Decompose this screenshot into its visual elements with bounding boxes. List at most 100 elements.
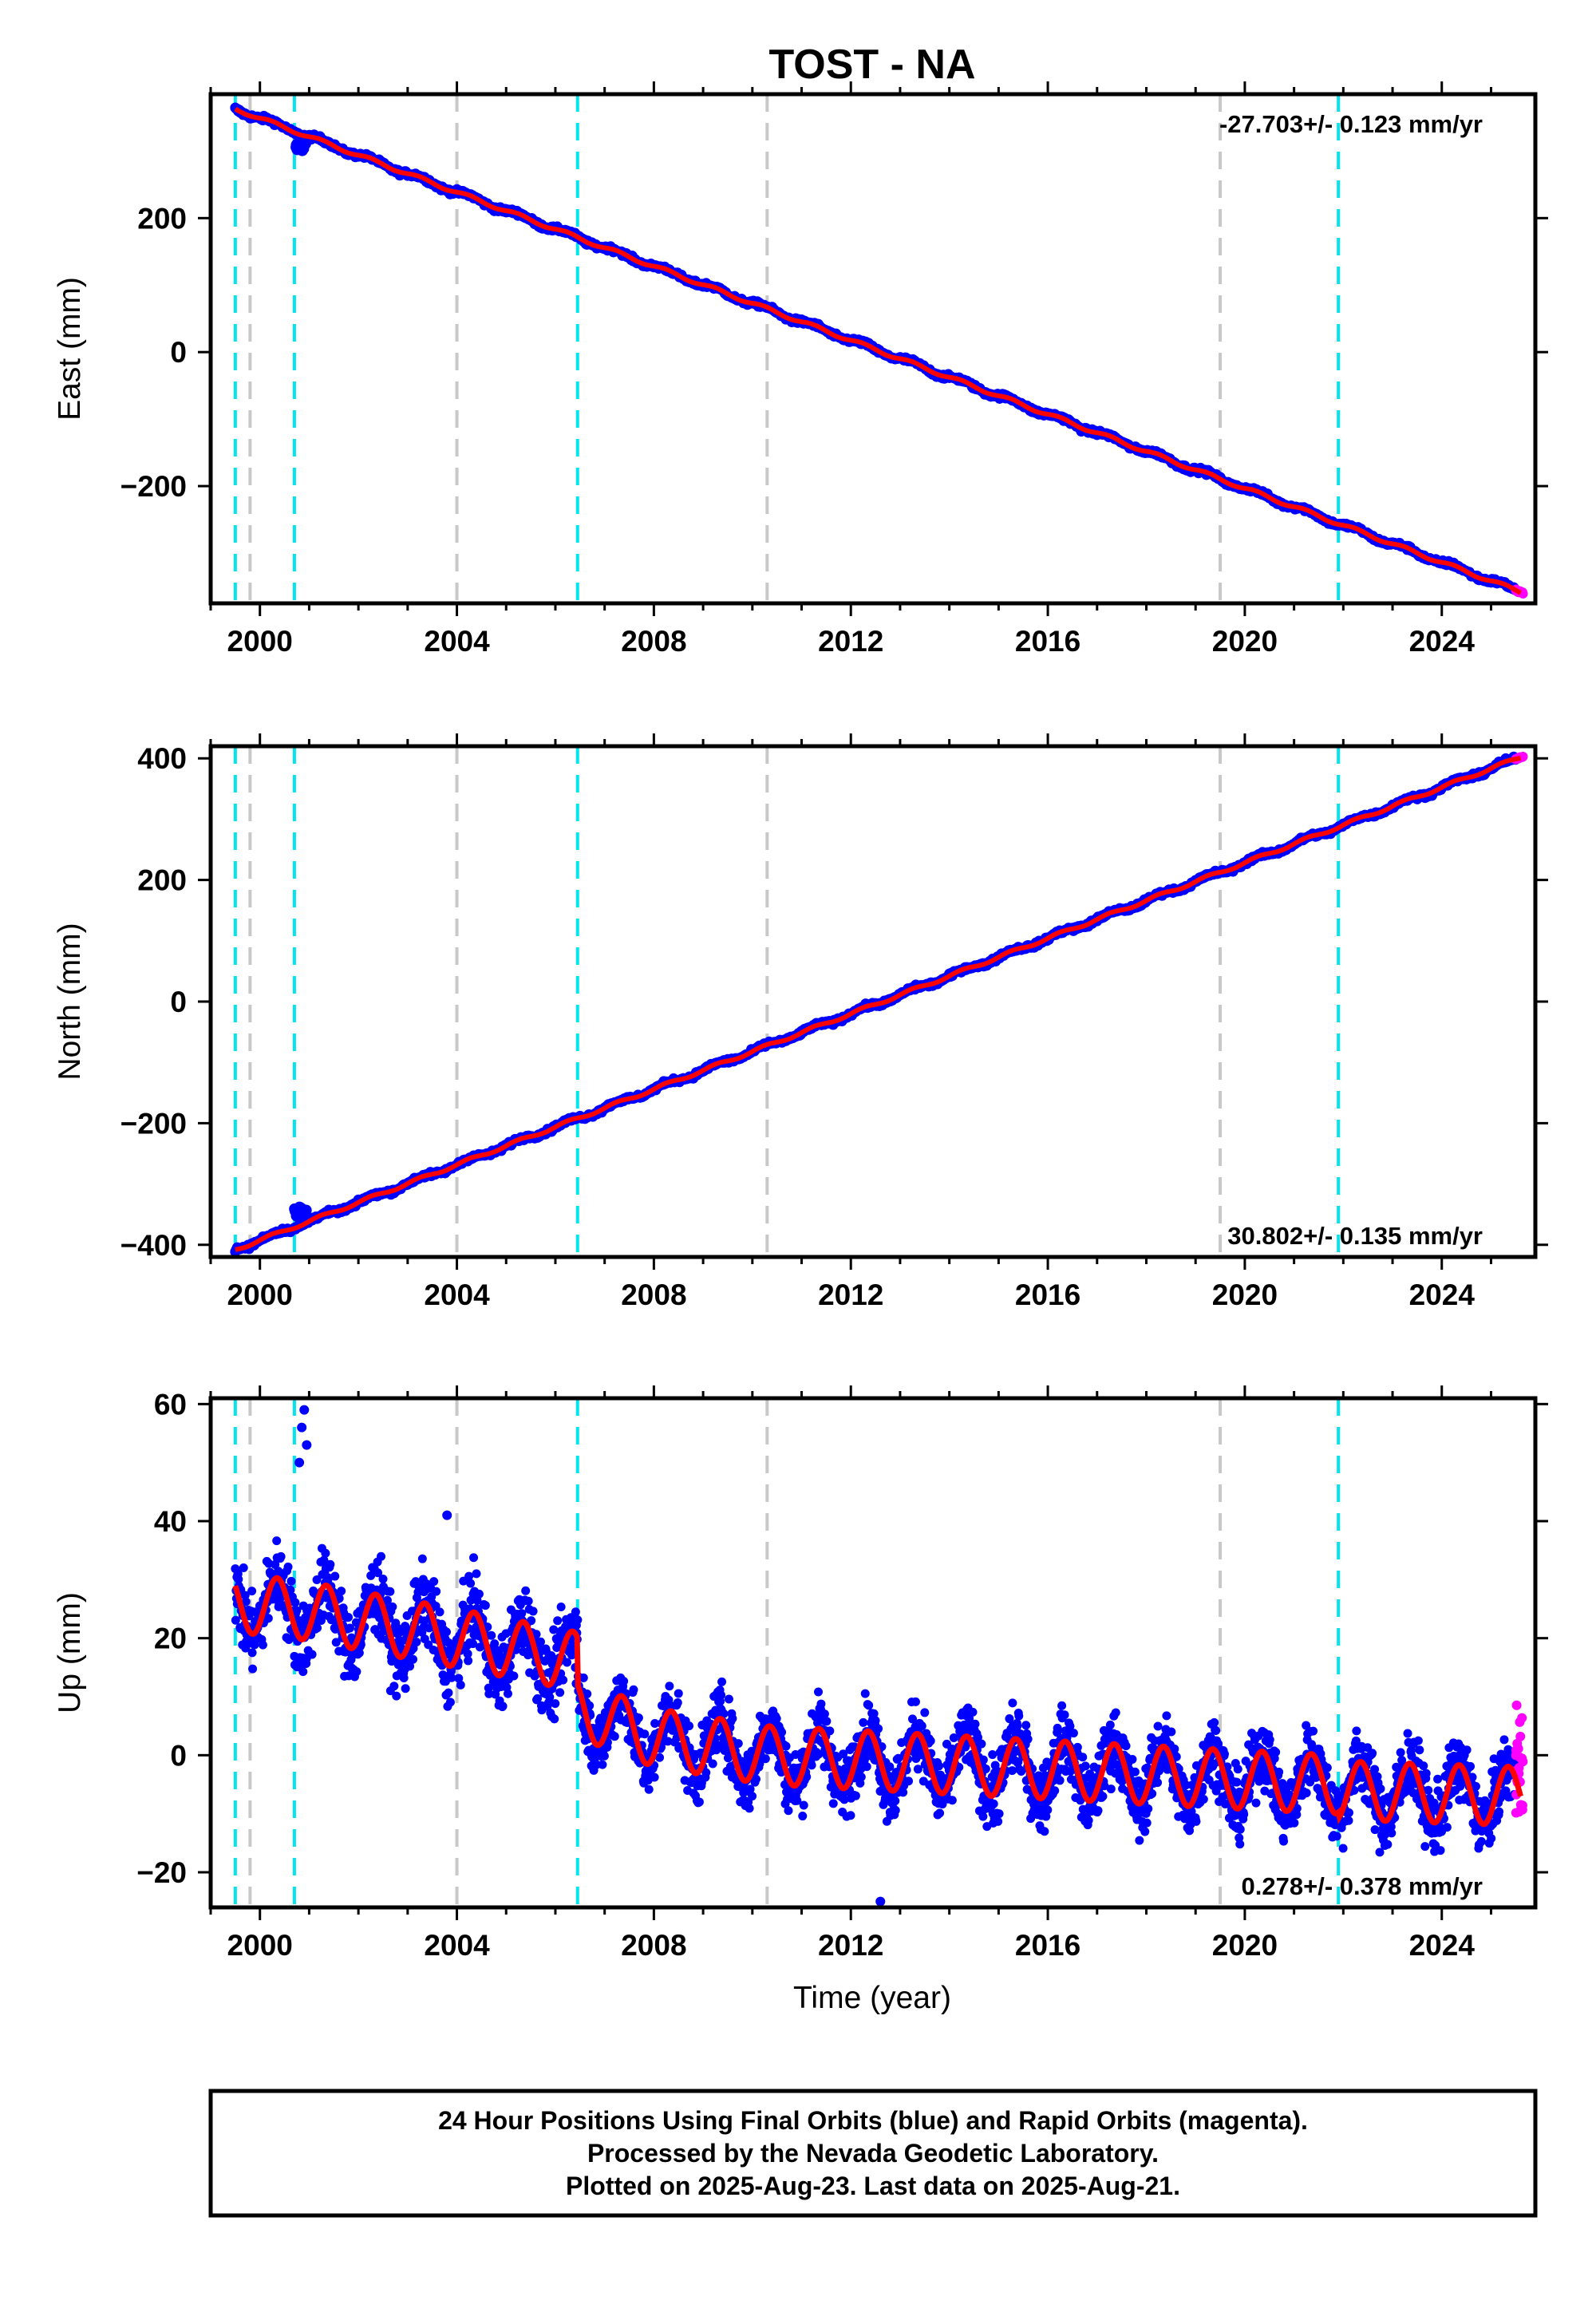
final-orbit-point — [392, 1691, 401, 1701]
final-orbit-point — [412, 1638, 421, 1647]
final-orbit-point — [337, 1587, 346, 1596]
final-orbit-point — [298, 1667, 308, 1677]
x-tick-label: 2020 — [1212, 1279, 1278, 1311]
final-orbit-point — [307, 1650, 317, 1659]
final-orbit-point — [258, 1640, 267, 1650]
final-orbit-point — [1043, 1805, 1053, 1815]
final-orbit-point — [599, 1751, 609, 1761]
final-orbit-point — [464, 1656, 473, 1666]
final-orbit-point — [435, 1607, 444, 1617]
final-orbit-point — [247, 1587, 257, 1596]
final-orbit-point — [822, 1717, 832, 1726]
final-orbit-point — [1021, 1721, 1031, 1730]
x-tick-label: 2008 — [621, 625, 686, 658]
final-orbit-point — [417, 1554, 427, 1563]
final-orbit-point — [634, 1713, 643, 1722]
final-orbit-point — [1014, 1711, 1024, 1721]
final-orbit-point — [445, 1697, 455, 1707]
final-orbit-point — [814, 1687, 824, 1697]
final-orbit-point — [521, 1586, 531, 1595]
velocity-label: 30.802+/- 0.135 mm/yr — [1227, 1222, 1483, 1250]
y-tick-label: −400 — [120, 1229, 187, 1262]
final-orbit-point — [917, 1721, 926, 1731]
final-orbit-point — [871, 1716, 880, 1725]
final-orbit-point — [528, 1607, 538, 1616]
final-orbit-point — [968, 1707, 978, 1717]
final-orbit-points — [231, 1405, 1520, 1907]
final-orbit-point — [1023, 1734, 1033, 1744]
final-orbit-point — [864, 1701, 874, 1710]
final-orbit-point — [444, 1688, 453, 1697]
final-orbit-point — [1008, 1698, 1017, 1708]
final-orbit-point — [935, 1808, 945, 1818]
x-tick-label: 2016 — [1015, 625, 1080, 658]
final-orbit-point — [610, 1732, 619, 1741]
x-tick-label: 2012 — [818, 1279, 883, 1311]
final-orbit-point — [263, 1614, 273, 1623]
x-tick-label: 2020 — [1212, 625, 1278, 658]
y-tick-label: 200 — [137, 202, 187, 235]
final-orbit-point — [891, 1796, 900, 1806]
final-orbit-point — [717, 1690, 726, 1700]
final-orbit-point — [851, 1791, 860, 1800]
final-orbit-point — [388, 1602, 397, 1611]
final-orbit-point — [947, 1796, 957, 1805]
final-orbit-point — [352, 1667, 361, 1677]
final-orbit-point — [717, 1677, 727, 1686]
final-orbit-point — [694, 1797, 704, 1807]
final-orbit-point — [904, 1777, 914, 1786]
x-tick-label: 2012 — [818, 625, 883, 658]
final-orbit-point — [629, 1685, 638, 1694]
final-orbit-point — [644, 1784, 654, 1794]
final-orbit-point — [728, 1713, 737, 1723]
x-tick-label: 2004 — [424, 625, 490, 658]
up-panel: 2000 2004 2008 2012 2016 2020 2024−200204060Up… — [53, 1385, 1548, 1962]
final-orbit-point — [385, 1587, 395, 1596]
final-orbit-point — [911, 1697, 920, 1706]
final-orbit-point — [799, 1800, 808, 1810]
final-orbit-point — [503, 1689, 512, 1698]
final-orbit-point — [498, 1701, 508, 1711]
final-orbit-point — [807, 1761, 816, 1770]
final-orbit-point — [926, 1736, 935, 1745]
final-orbit-point — [559, 1675, 568, 1685]
final-orbit-point — [825, 1726, 835, 1736]
y-tick-label: 400 — [137, 742, 187, 775]
final-orbit-point — [313, 1623, 322, 1633]
final-orbit-point — [377, 1551, 386, 1561]
final-orbit-point — [598, 1760, 607, 1769]
x-tick-label: 2024 — [1409, 625, 1476, 658]
final-orbit-point — [989, 1799, 998, 1808]
final-orbit-point — [247, 1648, 257, 1658]
final-orbit-point — [456, 1680, 465, 1690]
final-orbit-point — [748, 1792, 757, 1801]
final-orbit-point — [640, 1729, 650, 1739]
final-orbit-point — [874, 1724, 883, 1733]
plot-frame — [208, 92, 1538, 606]
model-line — [234, 106, 1523, 595]
final-orbit-point — [409, 1654, 418, 1664]
final-orbit-point — [978, 1812, 988, 1821]
final-orbit-point — [571, 1607, 580, 1617]
final-orbit-point — [556, 1603, 566, 1612]
final-orbit-point — [856, 1773, 866, 1782]
final-orbit-point — [685, 1721, 694, 1731]
final-orbit-point — [429, 1577, 439, 1587]
final-orbit-point — [378, 1575, 388, 1584]
final-orbit-point — [389, 1682, 399, 1691]
final-orbit-point — [1050, 1786, 1060, 1796]
final-orbit-point — [745, 1804, 754, 1813]
offset-point — [290, 1210, 302, 1222]
final-orbit-point — [816, 1699, 826, 1709]
final-orbit-point — [970, 1719, 980, 1729]
final-orbit-point — [441, 1627, 451, 1637]
model-line — [235, 755, 1522, 1252]
final-orbit-point — [760, 1754, 770, 1764]
final-orbit-point — [798, 1812, 808, 1821]
final-orbit-point — [860, 1689, 870, 1698]
final-orbit-point — [550, 1714, 559, 1724]
east-panel: 2000 2004 2008 2012 2016 2020 2024−2000200East… — [53, 81, 1548, 658]
final-orbit-point — [859, 1717, 868, 1727]
y-tick-label: −200 — [120, 470, 187, 503]
